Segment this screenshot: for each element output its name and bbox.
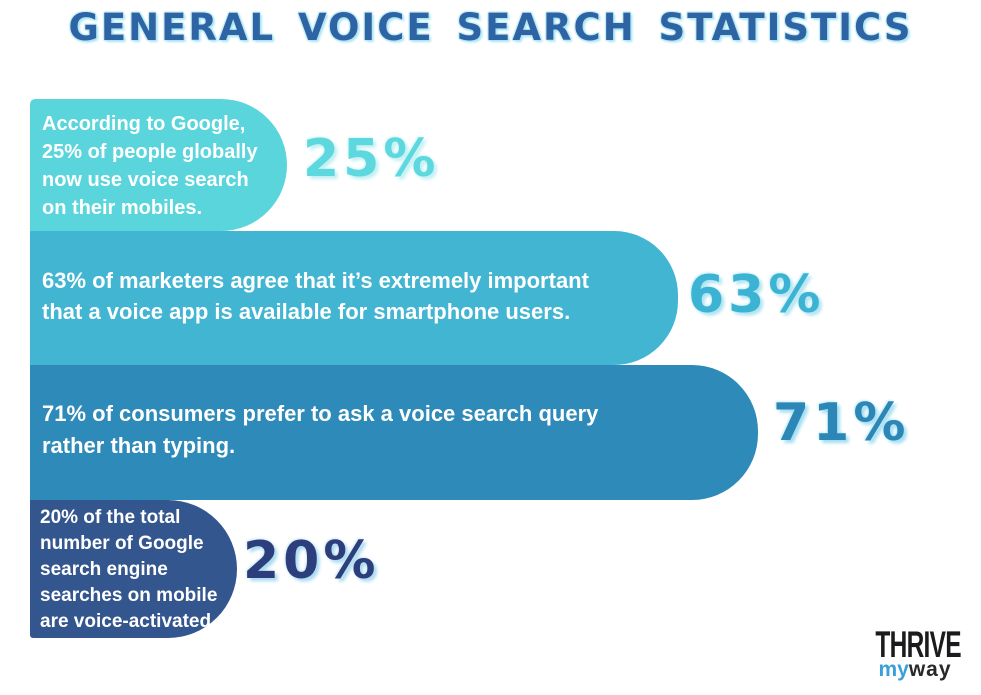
- stat-text-63: 63% of marketers agree that it’s extreme…: [42, 268, 589, 324]
- stat-value-label-25: 25%: [303, 129, 440, 189]
- stat-value-label-20: 20%: [243, 531, 380, 591]
- stat-text-71: 71% of consumers prefer to ask a voice s…: [42, 401, 599, 458]
- logo-way-text: way: [908, 658, 952, 681]
- stat-bar-25: According to Google, 25% of people globa…: [30, 99, 287, 231]
- stat-value-label-71: 71%: [773, 393, 910, 453]
- logo-myway-text: myway: [860, 659, 970, 681]
- brand-logo: THRIVE myway: [860, 624, 970, 681]
- logo-my-text: my: [878, 658, 909, 681]
- stat-text-25: According to Google, 25% of people globa…: [42, 113, 258, 219]
- stat-value-label-63: 63%: [688, 265, 825, 325]
- stat-text-20: 20% of the total number of Google search…: [40, 507, 218, 632]
- stat-bar-63: 63% of marketers agree that it’s extreme…: [30, 231, 678, 365]
- logo-thrive-text: THRIVE: [875, 624, 961, 666]
- page-title: GENERAL VOICE SEARCH STATISTICS: [68, 6, 913, 49]
- stat-bar-71: 71% of consumers prefer to ask a voice s…: [30, 365, 758, 500]
- stat-bar-20: 20% of the total number of Google search…: [30, 500, 237, 638]
